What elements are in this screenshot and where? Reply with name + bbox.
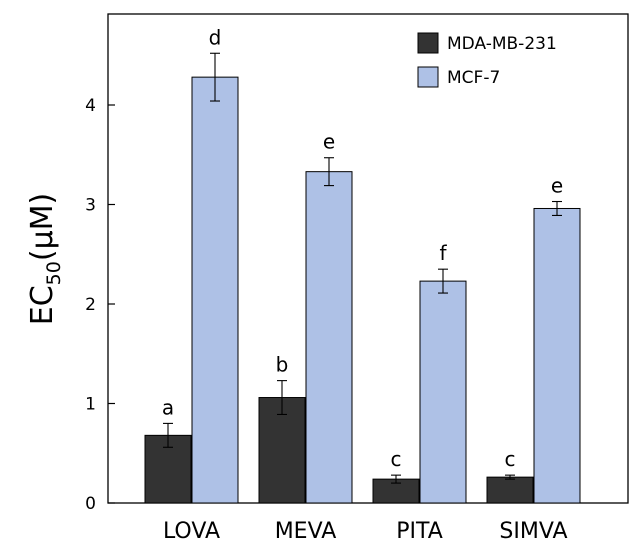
legend-label-1: MCF-7 bbox=[447, 68, 500, 88]
significance-label-1-1: e bbox=[323, 130, 335, 154]
x-category-label-meva: MEVA bbox=[275, 519, 337, 543]
significance-label-0-2: c bbox=[391, 447, 402, 471]
plot-frame bbox=[107, 13, 629, 504]
y-tick-label-0: 0 bbox=[85, 494, 96, 514]
bar-mda-mb-231-meva bbox=[258, 397, 306, 504]
significance-label-1-2: f bbox=[439, 241, 447, 265]
x-category-label-simva: SIMVA bbox=[499, 519, 567, 543]
y-axis-label-unit: (µM) bbox=[25, 193, 60, 261]
significance-label-0-3: c bbox=[505, 447, 516, 471]
y-tick-label-2: 2 bbox=[85, 295, 96, 315]
legend-label-0: MDA-MB-231 bbox=[447, 34, 557, 54]
x-category-label-lova: LOVA bbox=[163, 519, 220, 543]
bar-mcf-7-pita bbox=[419, 280, 467, 504]
y-axis-label: EC50(µM) bbox=[25, 193, 65, 325]
bar-mda-mb-231-simva bbox=[486, 476, 534, 504]
y-tick-label-3: 3 bbox=[85, 196, 96, 216]
legend: MDA-MB-231 MCF-7 bbox=[417, 32, 557, 88]
y-axis: 0 1 2 3 4 bbox=[85, 96, 115, 514]
bar-mcf-7-lova bbox=[191, 76, 239, 504]
bar-mcf-7-meva bbox=[305, 171, 353, 504]
x-axis: LOVA MEVA PITA SIMVA bbox=[163, 497, 568, 543]
significance-label-1-3: e bbox=[551, 174, 563, 198]
y-tick-label-1: 1 bbox=[85, 395, 96, 415]
significance-label-1-0: d bbox=[209, 25, 222, 49]
significance-label-0-0: a bbox=[162, 395, 174, 419]
legend-swatch-1 bbox=[417, 66, 439, 88]
y-axis-label-subscript: 50 bbox=[43, 261, 65, 285]
x-category-label-pita: PITA bbox=[396, 519, 443, 543]
y-tick-label-4: 4 bbox=[85, 96, 96, 116]
y-axis-label-main: EC bbox=[25, 285, 60, 325]
bars: a d b e c f c e bbox=[144, 25, 581, 504]
significance-label-0-1: b bbox=[276, 353, 289, 377]
legend-swatch-0 bbox=[417, 32, 439, 54]
bar-mcf-7-simva bbox=[533, 207, 581, 504]
